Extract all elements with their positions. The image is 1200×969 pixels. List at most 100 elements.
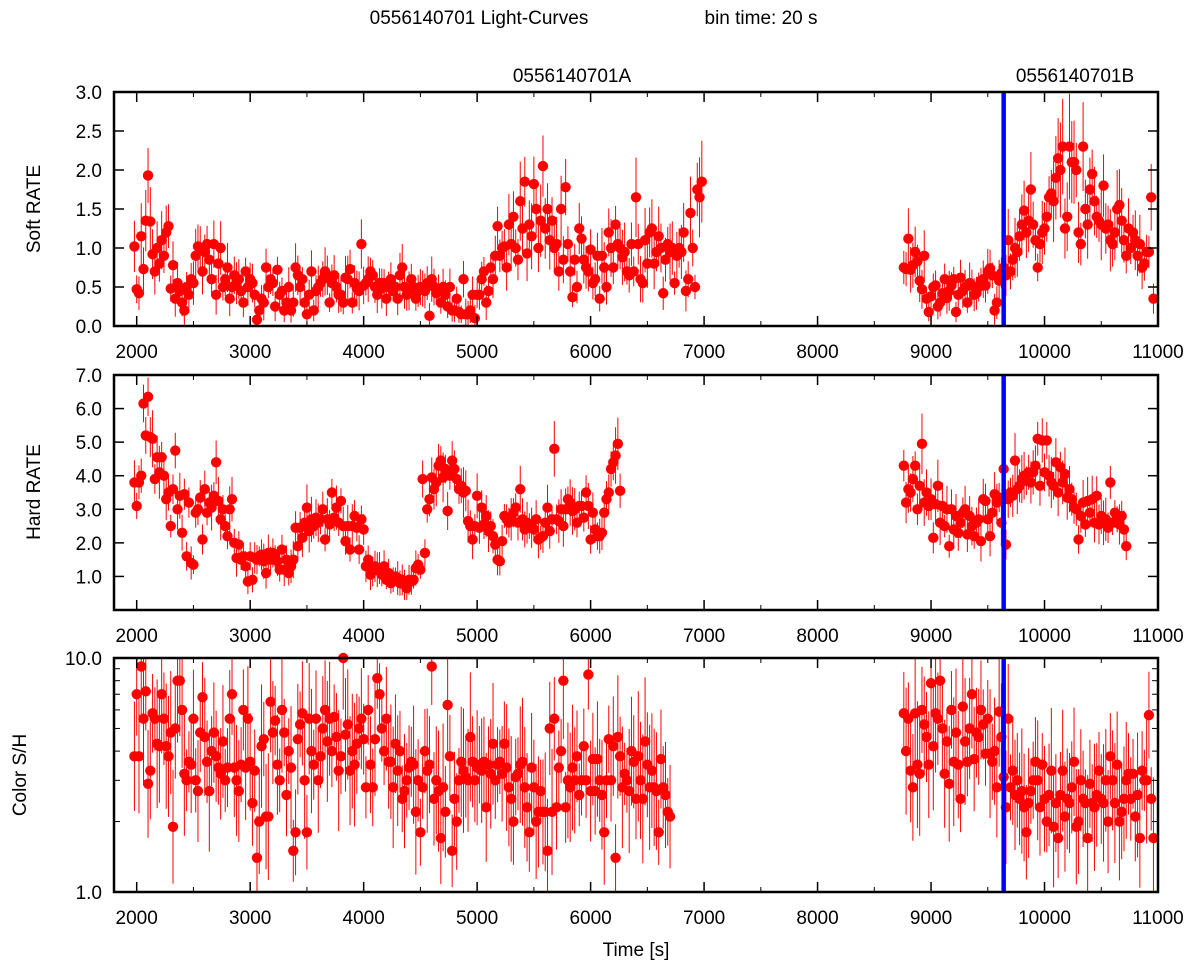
color-point	[508, 816, 519, 827]
hard-point	[494, 556, 506, 567]
hard-point	[1025, 477, 1037, 488]
segment-a-label: 0556140701A	[513, 66, 632, 87]
color-point	[161, 740, 172, 752]
color-point	[267, 727, 279, 738]
soft-xtick-label: 11000	[1132, 342, 1183, 363]
color-point	[279, 727, 290, 738]
hard-point	[260, 567, 272, 579]
color-point	[973, 731, 984, 743]
color-point	[319, 704, 331, 716]
color-ylabel: Color S/H	[10, 734, 31, 816]
color-point	[181, 775, 192, 786]
color-point	[469, 775, 481, 786]
soft-point	[610, 219, 621, 230]
soft-point	[562, 238, 574, 250]
hard-point	[907, 473, 919, 485]
soft-point	[410, 293, 422, 304]
soft-point	[1127, 227, 1139, 238]
soft-point	[619, 246, 630, 258]
hard-point	[964, 510, 975, 522]
soft-point	[283, 281, 294, 293]
color-point	[397, 793, 408, 805]
soft-point	[1089, 196, 1100, 207]
color-point	[322, 736, 333, 747]
color-point	[578, 740, 589, 752]
soft-point	[156, 235, 167, 246]
soft-rate-panel: 2000 3000 4000 5000 6000 7000 8000 9000 10000 110…	[24, 83, 1184, 363]
soft-point	[136, 231, 147, 242]
hard-point	[900, 497, 912, 508]
soft-point	[503, 219, 515, 230]
color-point	[519, 782, 530, 793]
hard-point	[172, 504, 183, 515]
soft-point	[356, 238, 367, 250]
color-point	[342, 719, 353, 730]
hard-point	[435, 455, 447, 466]
color-point	[437, 782, 449, 793]
soft-point	[176, 297, 188, 308]
color-point	[660, 789, 671, 801]
hard-point	[1052, 487, 1064, 498]
soft-point	[1071, 164, 1082, 176]
soft-point	[574, 223, 585, 234]
soft-point	[251, 314, 263, 325]
color-xtick-label: 2000	[116, 908, 158, 929]
color-point	[646, 765, 658, 776]
hard-point	[587, 507, 599, 518]
color-point	[1046, 765, 1057, 776]
soft-point	[658, 288, 669, 299]
figure-title: 0556140701 Light-Curves	[370, 8, 589, 29]
hard-point	[1075, 510, 1087, 522]
color-point	[444, 751, 456, 762]
soft-point	[240, 266, 251, 277]
soft-point	[492, 220, 503, 232]
color-point	[435, 832, 447, 844]
soft-point	[680, 285, 692, 297]
color-point	[133, 751, 145, 762]
color-point	[238, 704, 249, 716]
hard-xtick-label: 2000	[116, 626, 158, 647]
color-point	[1082, 832, 1093, 844]
hard-point	[932, 480, 944, 491]
soft-point	[1118, 235, 1130, 246]
soft-point	[685, 207, 696, 219]
soft-point	[419, 285, 431, 297]
hard-point	[408, 574, 419, 585]
soft-point	[394, 270, 406, 281]
color-point	[224, 713, 235, 724]
color-point	[932, 713, 944, 724]
hard-point	[1084, 507, 1096, 518]
color-point	[272, 759, 283, 770]
hard-point	[301, 502, 313, 513]
soft-ytick-label: 0.5	[76, 278, 102, 299]
soft-point	[458, 274, 469, 285]
soft-point	[583, 266, 594, 277]
soft-point	[331, 281, 342, 293]
color-point	[612, 731, 624, 743]
hard-point	[199, 483, 210, 495]
color-point	[567, 762, 578, 773]
color-point	[197, 691, 208, 703]
soft-ylabel: Soft RATE	[24, 165, 45, 253]
hard-point	[136, 470, 147, 481]
hard-point	[515, 483, 526, 495]
soft-point	[1143, 246, 1155, 258]
soft-point	[465, 305, 476, 316]
color-point	[1057, 765, 1068, 776]
soft-point	[1046, 188, 1057, 199]
hard-point	[973, 514, 984, 525]
hard-point	[422, 504, 433, 515]
hard-point	[476, 502, 487, 513]
color-point	[1064, 797, 1075, 809]
soft-point	[558, 254, 569, 265]
soft-point	[919, 250, 930, 261]
color-point	[639, 736, 651, 747]
color-point	[505, 793, 517, 805]
hard-xtick-label: 8000	[796, 626, 838, 647]
hard-point	[424, 494, 435, 505]
soft-xtick-label: 2000	[116, 342, 158, 363]
soft-point	[515, 196, 526, 207]
soft-point	[294, 281, 306, 293]
soft-xtick-label: 10000	[1018, 342, 1071, 363]
color-ytick-label: 10.0	[65, 649, 102, 670]
